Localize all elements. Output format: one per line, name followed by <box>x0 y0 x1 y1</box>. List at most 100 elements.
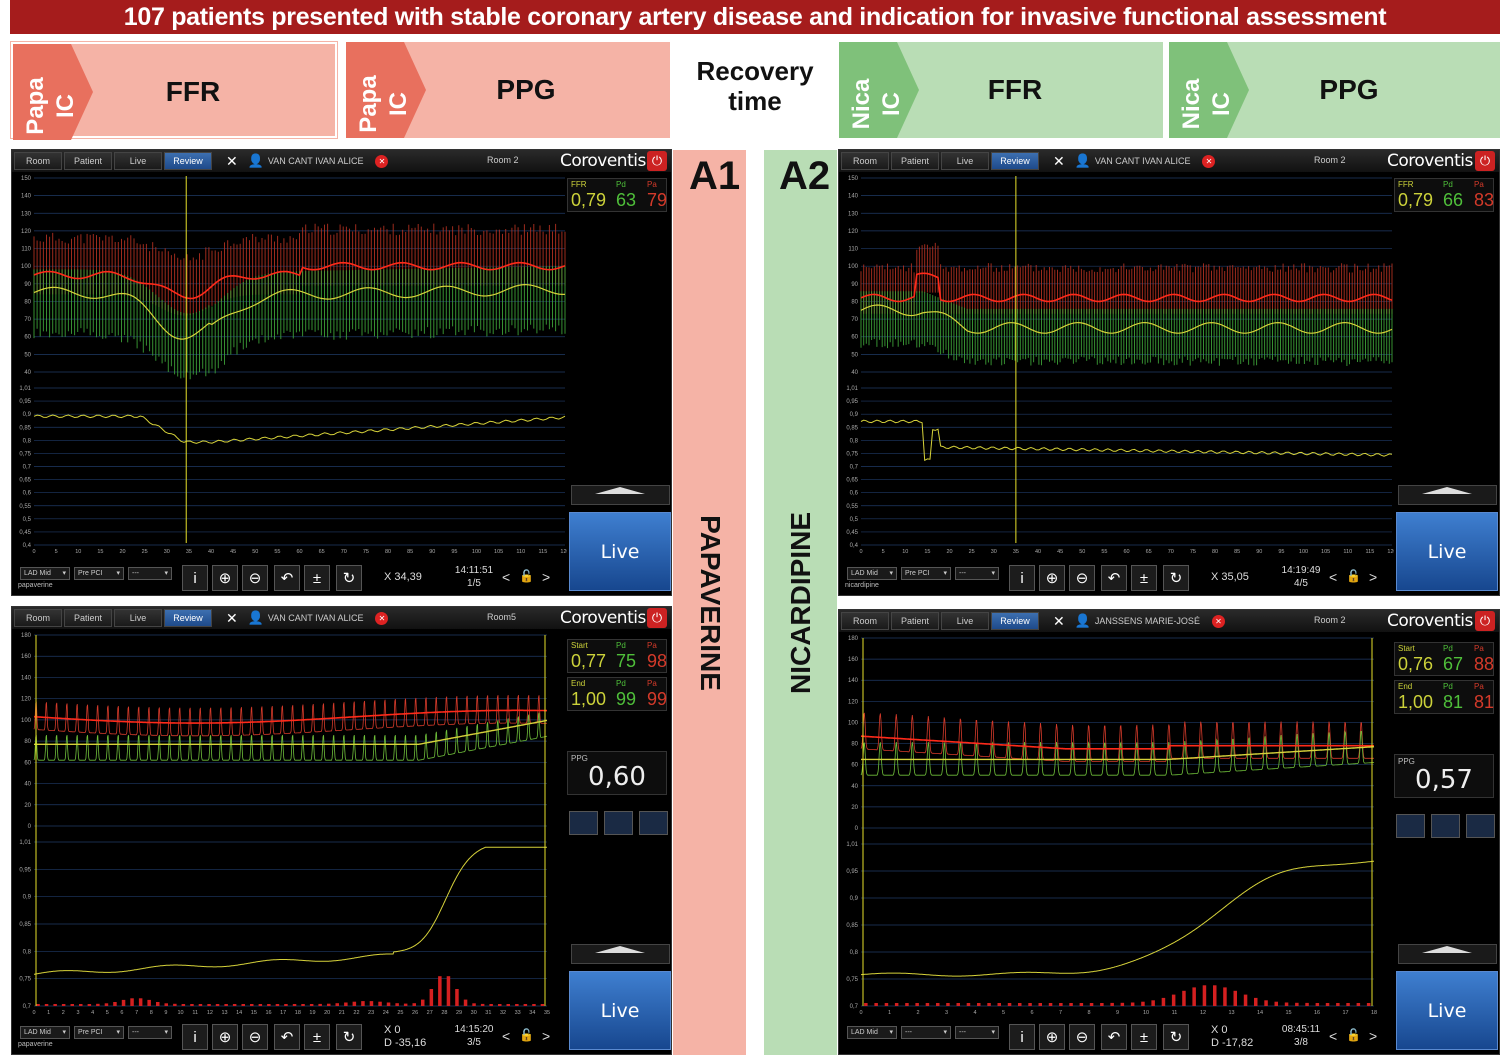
dropdown-select[interactable]: Pre PCI <box>74 567 124 580</box>
prev-icon[interactable]: < <box>502 1028 511 1044</box>
tab-live[interactable]: Live <box>941 152 989 170</box>
histogram-bar <box>395 1003 399 1006</box>
tab-live[interactable]: Live <box>941 612 989 630</box>
dropdown-select[interactable]: LAD Mid <box>847 567 897 580</box>
patient-name[interactable]: 👤 VAN CANT IVAN ALICE <box>1075 153 1191 169</box>
tick-label: 1,01 <box>19 840 31 846</box>
live-button[interactable]: Live <box>569 971 671 1050</box>
overlay-view-icon[interactable] <box>1396 814 1425 838</box>
plus-minus-icon[interactable]: ± <box>304 1024 330 1050</box>
zoom-in-icon[interactable]: ⊕ <box>1039 565 1065 591</box>
lock-icon[interactable]: 🔓 <box>519 569 534 583</box>
undo-icon[interactable]: ↶ <box>274 1024 300 1050</box>
lock-icon[interactable]: 🔓 <box>519 1028 534 1042</box>
tick-label: 140 <box>848 678 859 684</box>
patient-name[interactable]: 👤 VAN CANT IVAN ALICE <box>248 153 364 169</box>
tab-patient[interactable]: Patient <box>891 152 939 170</box>
zoom-in-icon[interactable]: ⊕ <box>212 1024 238 1050</box>
tools-icon[interactable]: ✕ <box>1053 152 1065 169</box>
tools-icon[interactable]: ✕ <box>1053 612 1065 629</box>
prev-icon[interactable]: < <box>502 569 511 585</box>
tab-live[interactable]: Live <box>114 152 162 170</box>
refresh-icon[interactable]: ↻ <box>1163 565 1189 591</box>
step-view-icon[interactable] <box>1431 814 1460 838</box>
dropdown-select[interactable]: Pre PCI <box>74 1026 124 1039</box>
info-icon[interactable]: i <box>1009 1024 1035 1050</box>
curve-view-icon[interactable] <box>1466 814 1495 838</box>
next-icon[interactable]: > <box>542 569 551 585</box>
plus-minus-icon[interactable]: ± <box>1131 565 1157 591</box>
ffr-trace <box>860 419 1393 462</box>
patient-name[interactable]: 👤 JANSSENS MARIE-JOSÉ <box>1075 613 1200 629</box>
tab-room[interactable]: Room <box>841 612 889 630</box>
live-button[interactable]: Live <box>1396 512 1498 591</box>
power-icon[interactable]: ⏻ <box>1475 611 1495 631</box>
refresh-icon[interactable]: ↻ <box>336 565 362 591</box>
tab-room[interactable]: Room <box>14 152 62 170</box>
info-icon[interactable]: i <box>182 565 208 591</box>
tab-patient[interactable]: Patient <box>64 152 112 170</box>
tab-review[interactable]: Review <box>991 612 1039 630</box>
patient-name[interactable]: 👤 VAN CANT IVAN ALICE <box>248 610 364 626</box>
close-patient-icon[interactable]: ✕ <box>375 154 389 168</box>
dropdown-select[interactable]: --- <box>128 567 172 580</box>
undo-icon[interactable]: ↶ <box>274 565 300 591</box>
step-view-icon[interactable] <box>604 811 633 835</box>
undo-icon[interactable]: ↶ <box>1101 1024 1127 1050</box>
tab-patient[interactable]: Patient <box>64 609 112 627</box>
live-button[interactable]: Live <box>569 512 671 591</box>
tab-live[interactable]: Live <box>114 609 162 627</box>
tools-icon[interactable]: ✕ <box>226 609 238 626</box>
prev-icon[interactable]: < <box>1329 569 1338 585</box>
refresh-icon[interactable]: ↻ <box>1163 1024 1189 1050</box>
tick-label: 50 <box>851 352 858 358</box>
dropdown-select[interactable]: LAD Mid <box>20 1026 70 1039</box>
tab-patient[interactable]: Patient <box>891 612 939 630</box>
refresh-icon[interactable]: ↻ <box>336 1024 362 1050</box>
curve-view-icon[interactable] <box>639 811 668 835</box>
prev-icon[interactable]: < <box>1329 1028 1338 1044</box>
overlay-view-icon[interactable] <box>569 811 598 835</box>
dropdown-select[interactable]: --- <box>901 1026 951 1039</box>
info-icon[interactable]: i <box>1009 565 1035 591</box>
power-icon[interactable]: ⏻ <box>647 151 667 171</box>
dropdown-select[interactable]: LAD Mid <box>20 567 70 580</box>
dropdown-select[interactable]: --- <box>955 567 999 580</box>
tab-review[interactable]: Review <box>164 609 212 627</box>
dropdown-select[interactable]: --- <box>128 1026 172 1039</box>
dropdown-select[interactable]: LAD Mid <box>847 1026 897 1039</box>
close-patient-icon[interactable]: ✕ <box>1202 154 1216 168</box>
close-patient-icon[interactable]: ✕ <box>1211 614 1225 628</box>
pa-mean-line <box>34 709 547 724</box>
power-icon[interactable]: ⏻ <box>647 608 667 628</box>
zoom-in-icon[interactable]: ⊕ <box>212 565 238 591</box>
zoom-out-icon[interactable]: ⊖ <box>1069 565 1095 591</box>
plus-minus-icon[interactable]: ± <box>304 565 330 591</box>
undo-icon[interactable]: ↶ <box>1101 565 1127 591</box>
power-icon[interactable]: ⏻ <box>1475 151 1495 171</box>
tab-review[interactable]: Review <box>164 152 212 170</box>
next-icon[interactable]: > <box>1369 569 1378 585</box>
next-icon[interactable]: > <box>1369 1028 1378 1044</box>
x-tick-label: 14 <box>1257 1010 1263 1016</box>
plus-minus-icon[interactable]: ± <box>1131 1024 1157 1050</box>
x-tick-label: 60 <box>1123 549 1129 555</box>
tab-room[interactable]: Room <box>841 152 889 170</box>
info-icon[interactable]: i <box>182 1024 208 1050</box>
lock-icon[interactable]: 🔓 <box>1346 1028 1361 1042</box>
lock-icon[interactable]: 🔓 <box>1346 569 1361 583</box>
live-button[interactable]: Live <box>1396 971 1498 1050</box>
zoom-out-icon[interactable]: ⊖ <box>1069 1024 1095 1050</box>
dropdown-select[interactable]: --- <box>955 1026 999 1039</box>
dropdown-select[interactable]: Pre PCI <box>901 567 951 580</box>
zoom-out-icon[interactable]: ⊖ <box>242 565 268 591</box>
close-patient-icon[interactable]: ✕ <box>375 611 389 625</box>
next-icon[interactable]: > <box>542 1028 551 1044</box>
x-tick-label: 10 <box>75 549 81 555</box>
tools-icon[interactable]: ✕ <box>226 152 238 169</box>
tab-review[interactable]: Review <box>991 152 1039 170</box>
room-label: Room 2 <box>1314 155 1346 165</box>
zoom-out-icon[interactable]: ⊖ <box>242 1024 268 1050</box>
tab-room[interactable]: Room <box>14 609 62 627</box>
zoom-in-icon[interactable]: ⊕ <box>1039 1024 1065 1050</box>
